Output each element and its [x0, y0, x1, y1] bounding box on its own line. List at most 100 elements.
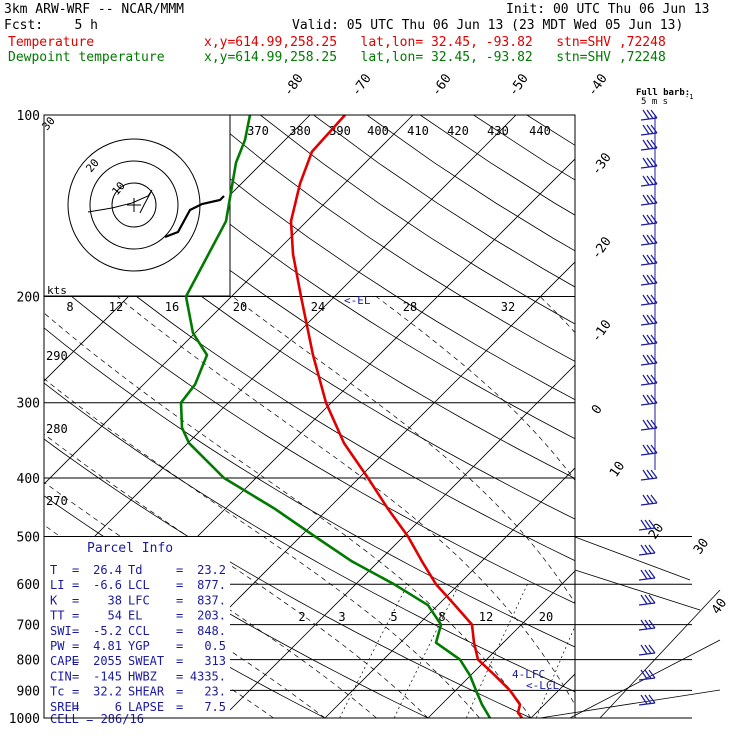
- wind-barb: [640, 175, 658, 187]
- wind-barb-flag: [650, 157, 658, 167]
- wind-barb-flag: [646, 314, 654, 324]
- isotherm-lines: [44, 115, 575, 718]
- theta-label: 290: [46, 349, 68, 363]
- wind-barb-flag: [642, 157, 650, 168]
- mixing-ratio-label: 16: [165, 300, 179, 314]
- wind-barb-flag: [646, 374, 654, 384]
- wind-barb-flag: [640, 569, 648, 580]
- isotherm-label: 0: [589, 402, 606, 417]
- dry-adiabat-line: [206, 115, 575, 362]
- wind-barb-flag: [650, 175, 658, 185]
- parcel-row-label: PW: [50, 639, 65, 653]
- wind-barb-flag: [640, 694, 648, 705]
- wind-barb: [640, 314, 658, 326]
- wind-barb-flag: [642, 234, 650, 245]
- wind-barb-flag: [646, 294, 654, 304]
- wind-barb-flag: [646, 234, 654, 244]
- parcel-row-eq: =: [72, 669, 79, 683]
- parcel-row-value2: 0.5: [204, 639, 226, 653]
- parcel-row-value: 2055: [93, 654, 122, 668]
- wind-barb-flag: [648, 544, 656, 554]
- wind-barb-flag: [646, 157, 654, 167]
- wind-barb: [640, 354, 658, 366]
- wind-barb: [640, 254, 658, 266]
- wind-barb: [640, 394, 658, 406]
- barb-legend-label: Full barb:: [636, 88, 690, 98]
- wind-barb-flag: [646, 254, 654, 264]
- forecast-hour: Fcst: 5 h: [4, 18, 98, 33]
- wind-barb: [640, 294, 658, 306]
- wind-barb: [640, 444, 658, 456]
- moist-adiabat-line: [691, 297, 740, 719]
- mixing-ratio-label: 28: [403, 300, 417, 314]
- dewpoint-profile: [179, 114, 492, 719]
- parcel-row-eq: =: [72, 639, 79, 653]
- parcel-row-eq2: =: [176, 685, 183, 699]
- isotherm-label: 20: [646, 521, 667, 542]
- pressure-tick-label: 900: [17, 684, 40, 699]
- wind-barb: [640, 494, 658, 506]
- wind-barb-flag: [648, 569, 656, 579]
- wind-barb-flag: [642, 254, 650, 265]
- parcel-row-label2: LFC: [128, 593, 150, 607]
- theta-e-label: 410: [407, 124, 429, 138]
- theta-e-label: 400: [367, 124, 389, 138]
- wind-barb-flag: [646, 419, 654, 429]
- barb-legend-unit: 5 m s: [641, 97, 668, 107]
- pressure-tick-label: 300: [17, 397, 40, 412]
- wind-barb: [640, 109, 658, 121]
- theta-e-label: 420: [447, 124, 469, 138]
- barb-legend-exponent: -1: [685, 93, 693, 101]
- plot-frame: [43, 114, 576, 719]
- wind-barbs: [638, 109, 658, 706]
- isotherm-line: [574, 536, 691, 581]
- isotherm-label: -10: [589, 317, 615, 345]
- wind-barb-flag: [650, 394, 658, 404]
- wind-barb-flag: [644, 619, 652, 629]
- location-dewpoint: x,y=614.99,258.25 lat,lon= 32.45, -93.82…: [204, 50, 666, 65]
- parcel-row-eq2: =: [176, 609, 183, 623]
- parcel-row-label2: YGP: [128, 639, 150, 653]
- isotherm-label: -60: [429, 71, 455, 99]
- theta-label: 280: [46, 422, 68, 436]
- mixing-ratio-label: 3: [338, 610, 345, 624]
- pressure-tick-label: 500: [17, 530, 40, 545]
- parcel-row-eq: =: [72, 624, 79, 638]
- dry-adiabat-line: [44, 272, 575, 604]
- mixing-ratio-lines: [339, 584, 575, 718]
- wind-barb-flag: [646, 194, 654, 204]
- wind-barb: [638, 694, 656, 706]
- parcel-row-value: -145: [93, 669, 122, 683]
- wind-barb-flag: [646, 469, 654, 479]
- wind-barb-flag: [642, 444, 650, 455]
- wind-barb-flag: [642, 109, 650, 120]
- parcel-row-eq: =: [72, 578, 79, 592]
- legend-dewpoint: Dewpoint temperature: [8, 50, 165, 65]
- wind-barb: [640, 334, 658, 346]
- dry-adiabat-line: [44, 164, 575, 520]
- parcel-row-value2: 837.: [197, 593, 226, 607]
- parcel-row-label: TT: [50, 609, 64, 623]
- wind-barb-flag: [650, 139, 658, 149]
- parcel-row-eq: =: [72, 654, 79, 668]
- parcel-row-label2: CCL: [128, 624, 150, 638]
- parcel-row-eq2: =: [176, 639, 183, 653]
- parcel-row-eq: =: [72, 700, 79, 714]
- model-title: 3km ARW-WRF -- NCAR/MMM: [4, 2, 185, 17]
- parcel-row-label2: SWEAT: [128, 654, 164, 668]
- wind-barb-flag: [650, 294, 658, 304]
- theta-label: 270: [46, 494, 68, 508]
- parcel-row-eq: =: [72, 609, 79, 623]
- wind-barb-flag: [646, 354, 654, 364]
- parcel-row-label2: LCL: [128, 578, 150, 592]
- parcel-row-value2: 23.: [204, 685, 226, 699]
- wind-barb-flag: [640, 619, 648, 630]
- wind-barb-flag: [650, 214, 658, 224]
- wind-barb-flag: [640, 644, 648, 655]
- dry-adiabat-line: [44, 382, 575, 693]
- parcel-row-label: T: [50, 563, 57, 577]
- location-temperature: x,y=614.99,258.25 lat,lon= 32.45, -93.82…: [204, 35, 666, 50]
- wind-barb-flag: [648, 619, 656, 629]
